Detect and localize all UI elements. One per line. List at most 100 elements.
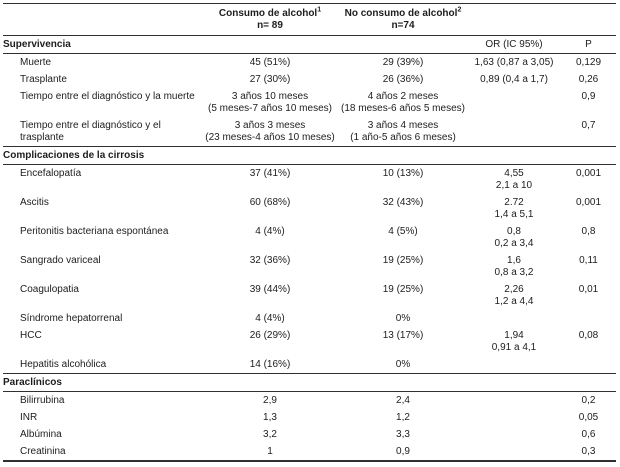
footnote-ref-1: 1 bbox=[317, 6, 322, 14]
cell-alcohol: 3 años 10 meses (5 meses-7 años 10 meses) bbox=[201, 88, 339, 117]
cell-or: 2.72 1,4 a 5,1 bbox=[467, 194, 561, 223]
cell-no-alcohol-value: 3 años 4 meses bbox=[367, 120, 439, 131]
cell-p-value: 0,7 bbox=[581, 120, 596, 131]
table-row: Tiempo entre el diagnóstico y el traspla… bbox=[3, 117, 616, 147]
cell-p: 0,2 bbox=[561, 392, 616, 410]
cell-p-value: 0,001 bbox=[575, 168, 602, 179]
table-body: Supervivencia OR (IC 95%) P Muerte 45 (51%) 2… bbox=[3, 35, 616, 462]
cell-no-alcohol-value: 13 (17%) bbox=[382, 330, 424, 341]
cell-alcohol: 3,2 bbox=[201, 426, 339, 443]
cell-alcohol-value: 37 (41%) bbox=[249, 168, 291, 179]
row-label: Sangrado variceal bbox=[20, 255, 101, 266]
row-label: INR bbox=[20, 412, 38, 423]
cell-or-range: 0,8 a 3,2 bbox=[494, 267, 534, 278]
cell-p bbox=[561, 356, 616, 374]
cell-p-value: 0,05 bbox=[578, 412, 599, 423]
row-label: Bilirrubina bbox=[20, 395, 65, 406]
cell-no-alcohol: 2,4 bbox=[339, 392, 467, 410]
cell-no-alcohol: 13 (17%) bbox=[339, 327, 467, 356]
table-row: Síndrome hepatorrenal 4 (4%) 0% bbox=[3, 310, 616, 327]
cell-alcohol-value: 3 años 3 meses bbox=[234, 120, 306, 131]
row-label: Hepatitis alcohólica bbox=[20, 359, 107, 370]
cell-or: 0,89 (0,4 a 1,7) bbox=[467, 71, 561, 88]
cell-p: 0,001 bbox=[561, 165, 616, 195]
table-row: Encefalopatía 37 (41%) 10 (13%) 4,55 2,1 a 1… bbox=[3, 165, 616, 195]
cell-or: 4,55 2,1 a 10 bbox=[467, 165, 561, 195]
cell-alcohol: 26 (29%) bbox=[201, 327, 339, 356]
cell-no-alcohol: 19 (25%) bbox=[339, 281, 467, 310]
cell-or-range: 0,2 a 3,4 bbox=[494, 238, 534, 249]
cell-alcohol-value: 3,2 bbox=[263, 429, 277, 440]
cell-no-alcohol-value: 19 (25%) bbox=[382, 284, 424, 295]
cell-or bbox=[467, 117, 561, 147]
table-row: Muerte 45 (51%) 29 (39%) 1,63 (0,87 a 3,05)… bbox=[3, 54, 616, 72]
cell-alcohol: 60 (68%) bbox=[201, 194, 339, 223]
cell-alcohol: 32 (36%) bbox=[201, 252, 339, 281]
cell-p-value: 0,8 bbox=[581, 226, 596, 237]
cell-p-value: 0,01 bbox=[578, 284, 599, 295]
cell-or-value: 4,55 bbox=[504, 168, 524, 179]
cell-or bbox=[467, 409, 561, 426]
cell-alcohol: 3 años 3 meses (23 meses-4 años 10 meses) bbox=[201, 117, 339, 147]
cell-no-alcohol-value: 0% bbox=[395, 359, 411, 370]
section-title: Paraclínicos bbox=[3, 373, 616, 392]
col-header-no-alcohol-label: No consumo de alcohol bbox=[344, 8, 458, 19]
row-label: Ascitis bbox=[20, 197, 49, 208]
cell-or-value: 0,89 (0,4 a 1,7) bbox=[480, 74, 548, 85]
section-header-row: Complicaciones de la cirrosis bbox=[3, 146, 616, 165]
cell-no-alcohol: 0% bbox=[339, 356, 467, 374]
cell-p-value: 0,3 bbox=[581, 446, 596, 457]
col-header-alcohol-n: n= 89 bbox=[257, 20, 283, 31]
cell-or-value: 1,63 (0,87 a 3,05) bbox=[474, 57, 554, 68]
header-spacer bbox=[3, 3, 201, 36]
cell-no-alcohol: 1,2 bbox=[339, 409, 467, 426]
cell-alcohol-value: 3 años 10 meses bbox=[231, 91, 309, 102]
cell-alcohol-value: 1 bbox=[267, 446, 273, 457]
col-header-alcohol-label: Consumo de alcohol bbox=[218, 8, 318, 19]
table-row: HCC 26 (29%) 13 (17%) 1,94 0,91 a 4,1 0,08 bbox=[3, 327, 616, 356]
cell-or-value: 2.72 bbox=[504, 197, 524, 208]
table-row: Sangrado variceal 32 (36%) 19 (25%) 1,6 0,8 … bbox=[3, 252, 616, 281]
cell-p: 0,9 bbox=[561, 88, 616, 117]
cell-or-value: 1,6 bbox=[507, 255, 521, 266]
cell-no-alcohol: 19 (25%) bbox=[339, 252, 467, 281]
row-label: Creatinina bbox=[20, 446, 66, 457]
row-label: Tiempo entre el diagnóstico y el traspla… bbox=[20, 120, 161, 143]
cell-alcohol: 45 (51%) bbox=[201, 54, 339, 72]
table-row: Hepatitis alcohólica 14 (16%) 0% bbox=[3, 356, 616, 374]
cell-or bbox=[467, 310, 561, 327]
cell-p: 0,08 bbox=[561, 327, 616, 356]
cell-alcohol: 1 bbox=[201, 443, 339, 461]
section-title: Complicaciones de la cirrosis bbox=[3, 146, 616, 165]
cell-p: 0,7 bbox=[561, 117, 616, 147]
table-row: Peritonitis bacteriana espontánea 4 (4%) 4… bbox=[3, 223, 616, 252]
table-row: Ascitis 60 (68%) 32 (43%) 2.72 1,4 a 5,1 0,00… bbox=[3, 194, 616, 223]
header-spacer-p bbox=[561, 3, 616, 36]
col-header-no-alcohol-n: n=74 bbox=[391, 20, 415, 31]
cell-or-range: 2,1 a 10 bbox=[495, 180, 533, 191]
cell-or: 1,94 0,91 a 4,1 bbox=[467, 327, 561, 356]
cell-no-alcohol: 4 (5%) bbox=[339, 223, 467, 252]
cell-p-value: 0,001 bbox=[575, 197, 602, 208]
cell-p: 0,129 bbox=[561, 54, 616, 72]
cell-or-value: 0,8 bbox=[507, 226, 521, 237]
table-row: Tiempo entre el diagnóstico y la muerte 3… bbox=[3, 88, 616, 117]
cell-p: 0,11 bbox=[561, 252, 616, 281]
cell-p-value: 0,9 bbox=[581, 91, 596, 102]
cell-no-alcohol-value: 3,3 bbox=[396, 429, 410, 440]
cell-alcohol-value: 1,3 bbox=[263, 412, 277, 423]
cell-or-value: 1,94 bbox=[504, 330, 524, 341]
cell-no-alcohol-value: 0,9 bbox=[396, 446, 410, 457]
cell-no-alcohol-value: 4 años 2 meses bbox=[367, 91, 439, 102]
cell-alcohol: 2,9 bbox=[201, 392, 339, 410]
row-label: Coagulopatia bbox=[20, 284, 79, 295]
cell-no-alcohol: 0% bbox=[339, 310, 467, 327]
cell-or: 0,8 0,2 a 3,4 bbox=[467, 223, 561, 252]
cell-p: 0,05 bbox=[561, 409, 616, 426]
row-label: HCC bbox=[20, 330, 42, 341]
cell-p-value: 0,11 bbox=[579, 255, 598, 266]
cell-no-alcohol-value: 32 (43%) bbox=[382, 197, 424, 208]
table-row: Coagulopatia 39 (44%) 19 (25%) 2,26 1,2 a 4,… bbox=[3, 281, 616, 310]
cell-no-alcohol-value: 19 (25%) bbox=[382, 255, 424, 266]
cell-p-value: 0,2 bbox=[581, 395, 596, 406]
